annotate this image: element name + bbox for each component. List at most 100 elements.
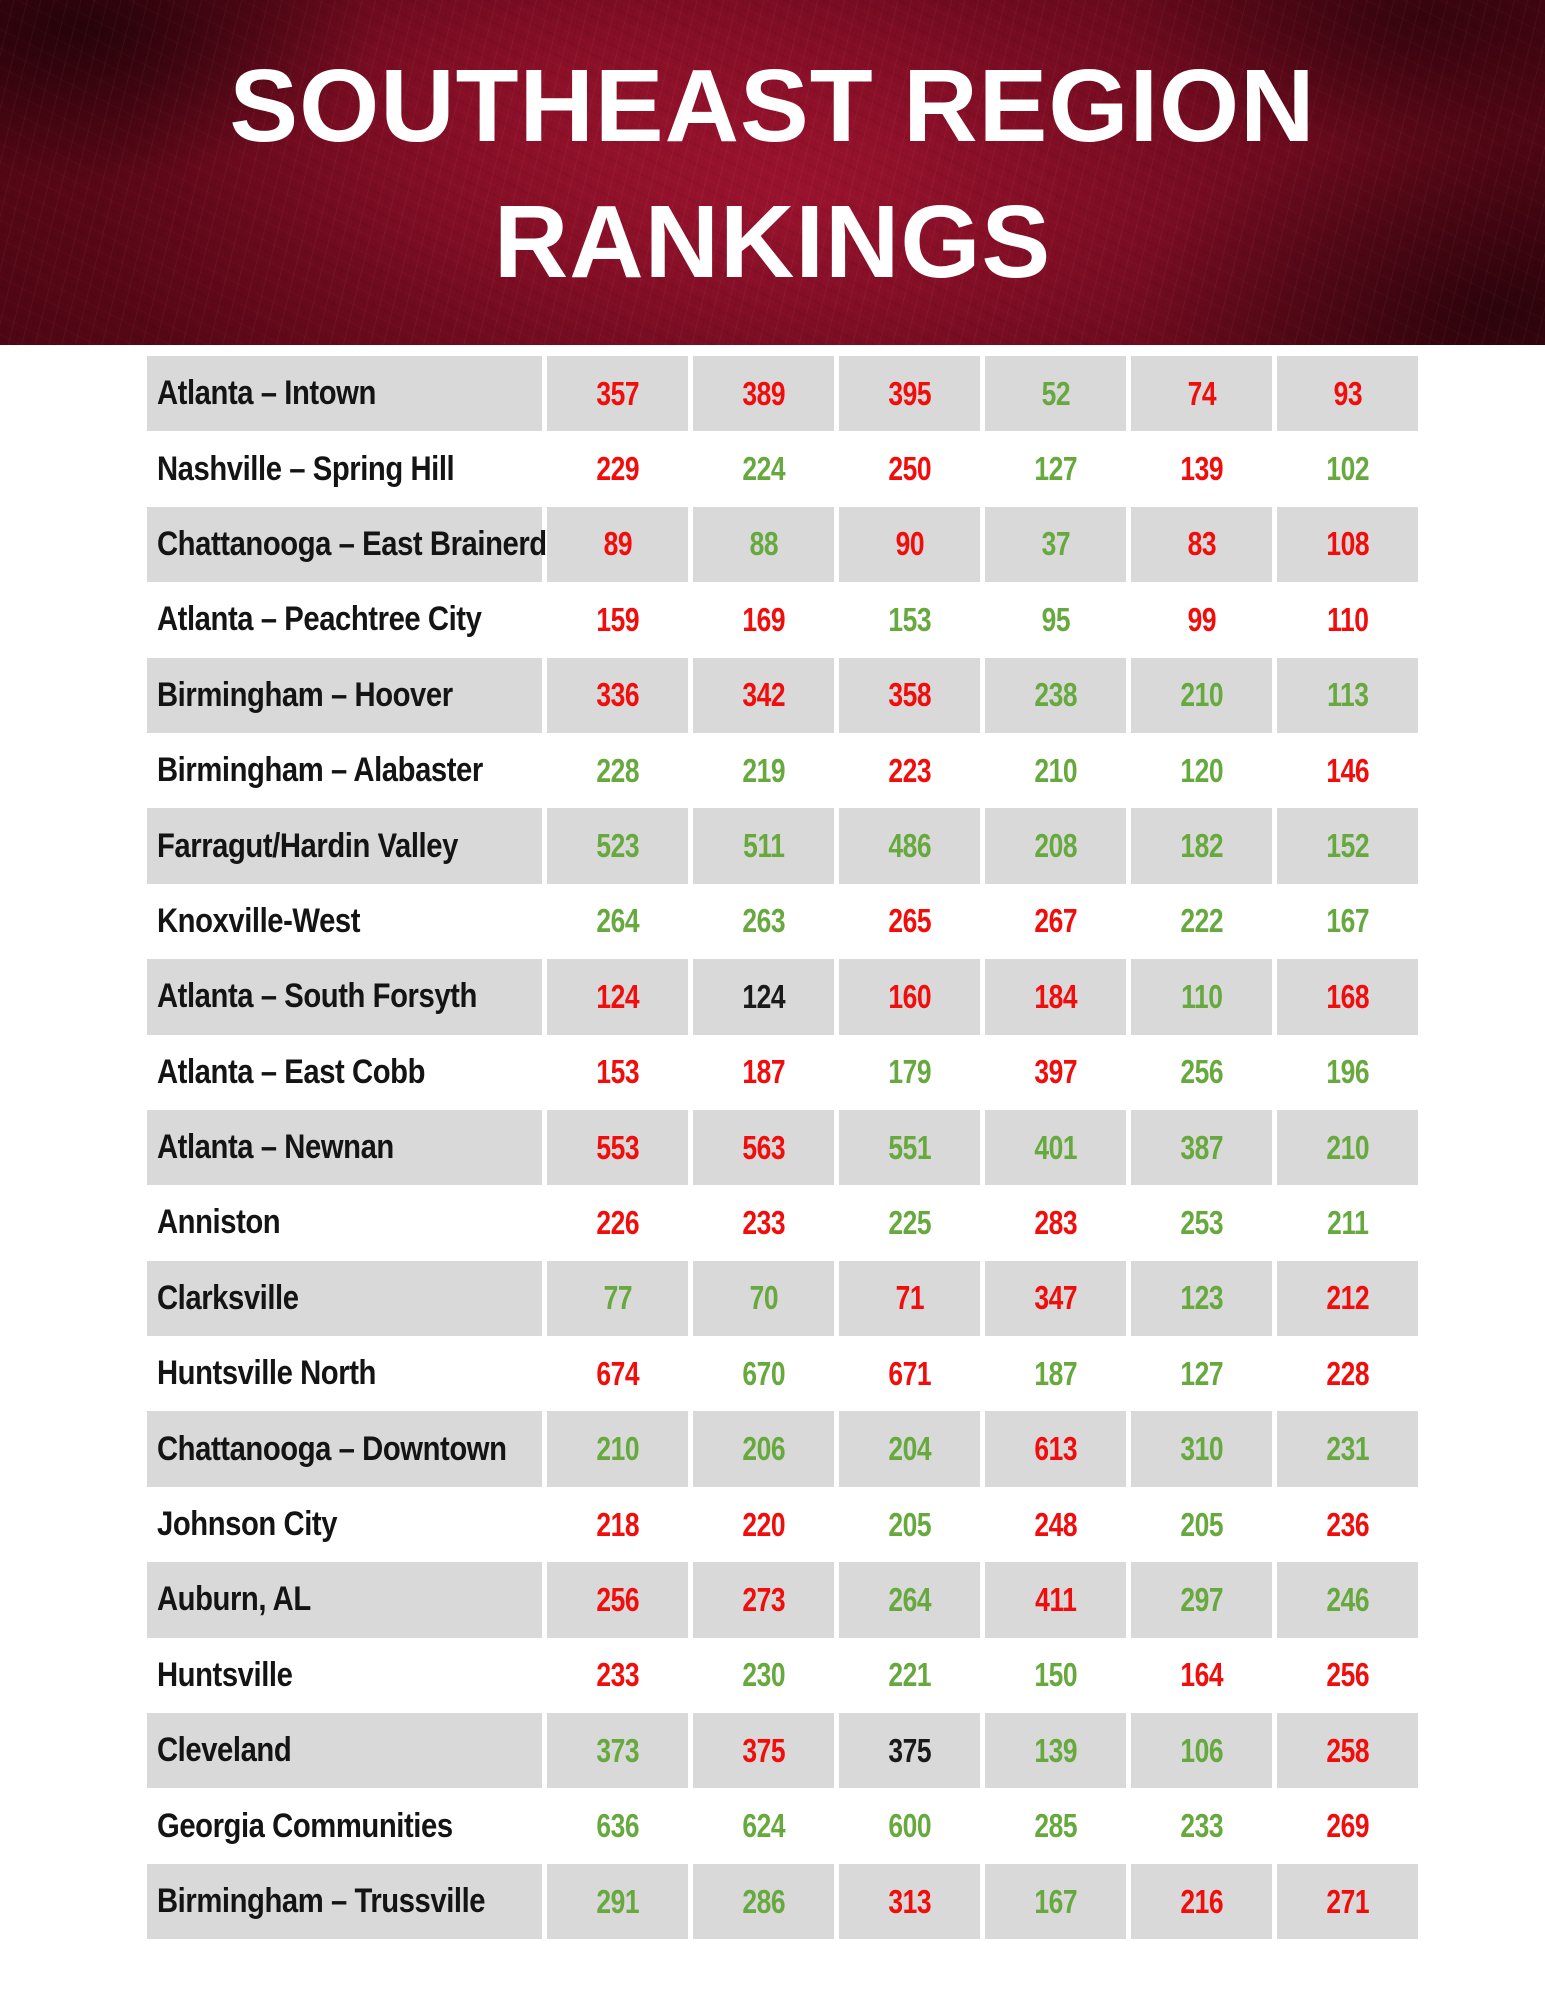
value-cell: 233	[693, 1185, 834, 1260]
value-cell: 52	[985, 356, 1126, 432]
value: 37	[1041, 525, 1070, 563]
value-cell: 179	[839, 1035, 980, 1110]
value: 179	[888, 1053, 931, 1091]
value: 139	[1180, 450, 1223, 488]
row-label: Farragut/Hardin Valley	[157, 826, 458, 865]
value: 357	[596, 374, 639, 412]
row-label: Birmingham – Trussville	[157, 1882, 486, 1920]
value: 226	[596, 1203, 639, 1241]
value: 225	[888, 1203, 931, 1241]
value: 160	[888, 977, 931, 1015]
value-cell: 120	[1131, 733, 1272, 808]
value-cell: 225	[839, 1185, 980, 1260]
value: 123	[1180, 1279, 1223, 1317]
value-cell: 511	[693, 808, 834, 884]
value-cell: 127	[1131, 1336, 1272, 1411]
value-cell: 236	[1277, 1487, 1418, 1562]
value-cell: 90	[839, 506, 980, 583]
value: 563	[742, 1128, 785, 1166]
value-cell: 253	[1131, 1185, 1272, 1260]
value: 613	[1034, 1430, 1077, 1468]
value: 127	[1034, 450, 1077, 488]
value-cell: 218	[547, 1487, 688, 1562]
value: 313	[888, 1882, 931, 1920]
value: 347	[1034, 1279, 1077, 1317]
value-cell: 297	[1131, 1562, 1272, 1638]
value: 222	[1180, 902, 1223, 940]
value-cell: 164	[1131, 1638, 1272, 1713]
value: 551	[888, 1128, 931, 1166]
value: 246	[1326, 1580, 1369, 1618]
value: 153	[596, 1053, 639, 1091]
value: 389	[742, 374, 785, 412]
value: 375	[742, 1731, 785, 1769]
row-label: Anniston	[157, 1203, 281, 1242]
value-cell: 310	[1131, 1411, 1272, 1487]
value: 358	[888, 676, 931, 714]
page-title-line1: SOUTHEAST REGION	[229, 48, 1316, 163]
row-label: Birmingham – Alabaster	[157, 751, 483, 790]
value-cell: 153	[839, 582, 980, 657]
value: 218	[596, 1505, 639, 1543]
value: 233	[596, 1656, 639, 1694]
value: 253	[1180, 1203, 1223, 1241]
value: 210	[1034, 751, 1077, 789]
value: 229	[596, 450, 639, 488]
value: 336	[596, 676, 639, 714]
value: 152	[1326, 827, 1369, 865]
value: 310	[1180, 1430, 1223, 1468]
value-cell: 286	[693, 1863, 834, 1940]
value-cell: 357	[547, 356, 688, 432]
value-cell: 613	[985, 1411, 1126, 1487]
value-cell: 248	[985, 1487, 1126, 1562]
value: 223	[888, 751, 931, 789]
value-cell: 153	[547, 1035, 688, 1110]
value-cell: 250	[839, 431, 980, 506]
value-cell: 375	[693, 1713, 834, 1789]
value-cell: 674	[547, 1336, 688, 1411]
value: 159	[596, 600, 639, 638]
value: 224	[742, 450, 785, 488]
value: 211	[1326, 1203, 1369, 1241]
value-cell: 108	[1277, 506, 1418, 583]
value: 375	[888, 1731, 931, 1769]
row-label-cell: Birmingham – Trussville	[147, 1863, 542, 1940]
value: 71	[895, 1279, 924, 1317]
value-cell: 228	[547, 733, 688, 808]
value-cell: 486	[839, 808, 980, 884]
value: 297	[1180, 1580, 1223, 1618]
value-cell: 291	[547, 1863, 688, 1940]
value-cell: 106	[1131, 1713, 1272, 1789]
value-cell: 229	[547, 431, 688, 506]
value-cell: 224	[693, 431, 834, 506]
value: 204	[888, 1430, 931, 1468]
value: 93	[1333, 374, 1362, 412]
row-label-cell: Johnson City	[147, 1487, 542, 1562]
row-label-cell: Cleveland	[147, 1713, 542, 1789]
row-label-cell: Auburn, AL	[147, 1562, 542, 1638]
row-label: Auburn, AL	[157, 1580, 311, 1619]
value: 120	[1180, 751, 1223, 789]
value-cell: 285	[985, 1788, 1126, 1863]
value: 187	[1034, 1354, 1077, 1392]
row-label-cell: Atlanta – East Cobb	[147, 1035, 542, 1110]
value-cell: 238	[985, 657, 1126, 733]
row-label-cell: Knoxville-West	[147, 884, 542, 959]
value: 220	[742, 1505, 785, 1543]
page-title: SOUTHEAST REGION RANKINGS	[0, 38, 1545, 310]
value: 113	[1326, 676, 1369, 714]
rankings-table: Atlanta – Intown 357 389 395 52 74 93 Nashvil…	[147, 356, 1418, 1940]
row-label-cell: Atlanta – Intown	[147, 356, 542, 432]
row-label-cell: Atlanta – South Forsyth	[147, 959, 542, 1035]
value: 624	[742, 1807, 785, 1845]
value-cell: 267	[985, 884, 1126, 959]
value-cell: 220	[693, 1487, 834, 1562]
value: 486	[888, 827, 931, 865]
value-cell: 71	[839, 1260, 980, 1337]
row-label: Cleveland	[157, 1731, 292, 1770]
value-cell: 263	[693, 884, 834, 959]
value-cell: 600	[839, 1788, 980, 1863]
page-title-line2: RANKINGS	[493, 184, 1052, 299]
row-label-cell: Anniston	[147, 1185, 542, 1260]
row-label: Johnson City	[157, 1505, 338, 1544]
